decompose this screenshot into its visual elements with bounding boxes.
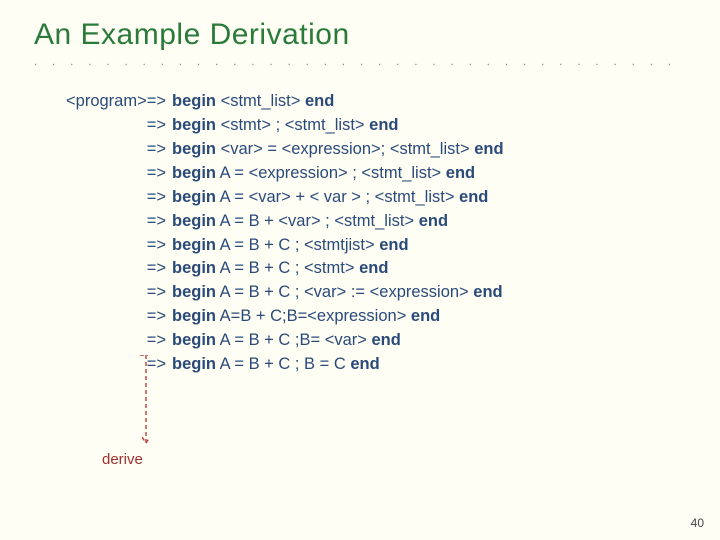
lhs: => (34, 329, 166, 353)
derivation-row: =>begin A = B + C ; <var> := <expression… (34, 281, 686, 305)
title-underline-dots: . . . . . . . . . . . . . . . . . . . . … (34, 56, 686, 70)
rhs: begin A=B + C;B=<expression> end (166, 305, 440, 329)
derive-label: derive (102, 451, 143, 468)
rhs: begin A = <var> + < var > ; <stmt_list> … (166, 186, 488, 210)
page-title: An Example Derivation (34, 18, 686, 52)
derivation-row: =>begin <stmt> ; <stmt_list> end (34, 114, 686, 138)
page-number: 40 (691, 516, 704, 530)
derivation-row: =>begin A = B + C ; <stmt> end (34, 257, 686, 281)
lhs: => (34, 114, 166, 138)
lhs: => (34, 234, 166, 258)
lhs: => (34, 281, 166, 305)
derivation-row: =>begin A = <expression> ; <stmt_list> e… (34, 162, 686, 186)
rhs: begin A = <expression> ; <stmt_list> end (166, 162, 475, 186)
derivation-row: =>begin A=B + C;B=<expression> end (34, 305, 686, 329)
lhs: => (34, 305, 166, 329)
rhs: begin A = B + C ; <stmt> end (166, 257, 388, 281)
rhs: begin <stmt> ; <stmt_list> end (166, 114, 398, 138)
lhs: => (34, 353, 166, 377)
lhs: => (34, 257, 166, 281)
derivation-row: =>begin A = B + <var> ; <stmt_list> end (34, 210, 686, 234)
derivation-row: <program>=>begin <stmt_list> end (34, 90, 686, 114)
rhs: begin A = B + <var> ; <stmt_list> end (166, 210, 448, 234)
lhs: => (34, 162, 166, 186)
rhs: begin A = B + C ; <stmtjist> end (166, 234, 409, 258)
derivation-row: =>begin A = <var> + < var > ; <stmt_list… (34, 186, 686, 210)
lhs: => (34, 210, 166, 234)
lhs: => (34, 138, 166, 162)
derivation-block: <program>=>begin <stmt_list> end=>begin … (34, 90, 686, 377)
rhs: begin A = B + C ; <var> := <expression> … (166, 281, 503, 305)
rhs: begin <var> = <expression>; <stmt_list> … (166, 138, 504, 162)
rhs: begin <stmt_list> end (166, 90, 334, 114)
lhs: => (34, 186, 166, 210)
lhs: <program>=> (34, 90, 166, 114)
derivation-row: =>begin A = B + C ; <stmtjist> end (34, 234, 686, 258)
derivation-row: =>begin <var> = <expression>; <stmt_list… (34, 138, 686, 162)
rhs: begin A = B + C ;B= <var> end (166, 329, 401, 353)
derivation-row: =>begin A = B + C ; B = C end (34, 353, 686, 377)
derivation-row: =>begin A = B + C ;B= <var> end (34, 329, 686, 353)
rhs: begin A = B + C ; B = C end (166, 353, 380, 377)
